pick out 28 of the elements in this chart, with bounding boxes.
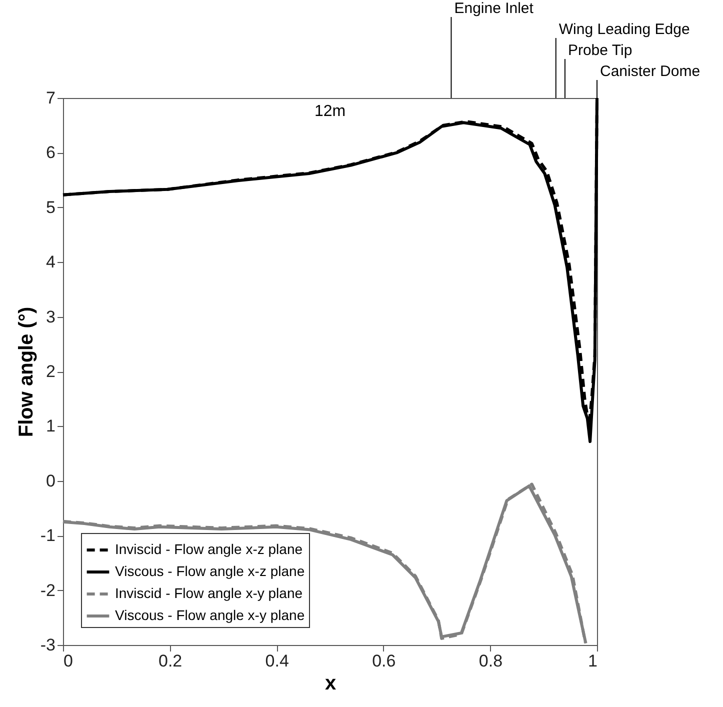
y-tick-label: 5 <box>46 198 56 217</box>
y-axis-title: Flow angle (°) <box>15 306 38 438</box>
x-tick-label: 0 <box>64 652 73 670</box>
legend-label: Inviscid - Flow angle x-z plane <box>115 541 303 557</box>
ref-line-label: Canister Dome <box>600 63 700 80</box>
ref-line-label: Wing Leading Edge <box>558 21 690 38</box>
x-tick-label: 0.4 <box>265 652 289 670</box>
annotation: 12m <box>314 103 346 120</box>
y-tick-label: 1 <box>46 416 56 436</box>
y-tick-label: 3 <box>46 307 56 326</box>
y-tick-label: 0 <box>46 471 56 490</box>
y-tick-label: 4 <box>46 252 56 272</box>
legend-label: Viscous - Flow angle x-z plane <box>115 563 305 579</box>
ref-line-label: Engine Inlet <box>454 0 534 17</box>
legend-label: Inviscid - Flow angle x-y plane <box>115 585 303 601</box>
x-tick-label: 1 <box>588 652 598 670</box>
y-tick-label: -3 <box>40 636 56 654</box>
y-tick-label: -1 <box>40 526 56 546</box>
ref-line-label: Probe Tip <box>568 42 632 59</box>
legend-label: Viscous - Flow angle x-y plane <box>115 607 305 623</box>
x-tick-label: 0.8 <box>478 652 503 670</box>
y-tick-label: -2 <box>40 580 56 600</box>
y-tick-label: 7 <box>46 88 56 108</box>
y-tick-label: 6 <box>46 143 56 162</box>
x-tick-label: 0.2 <box>158 652 182 670</box>
x-axis-title: x <box>324 672 336 694</box>
x-tick-label: 0.6 <box>372 652 396 670</box>
y-tick-label: 2 <box>46 362 56 381</box>
